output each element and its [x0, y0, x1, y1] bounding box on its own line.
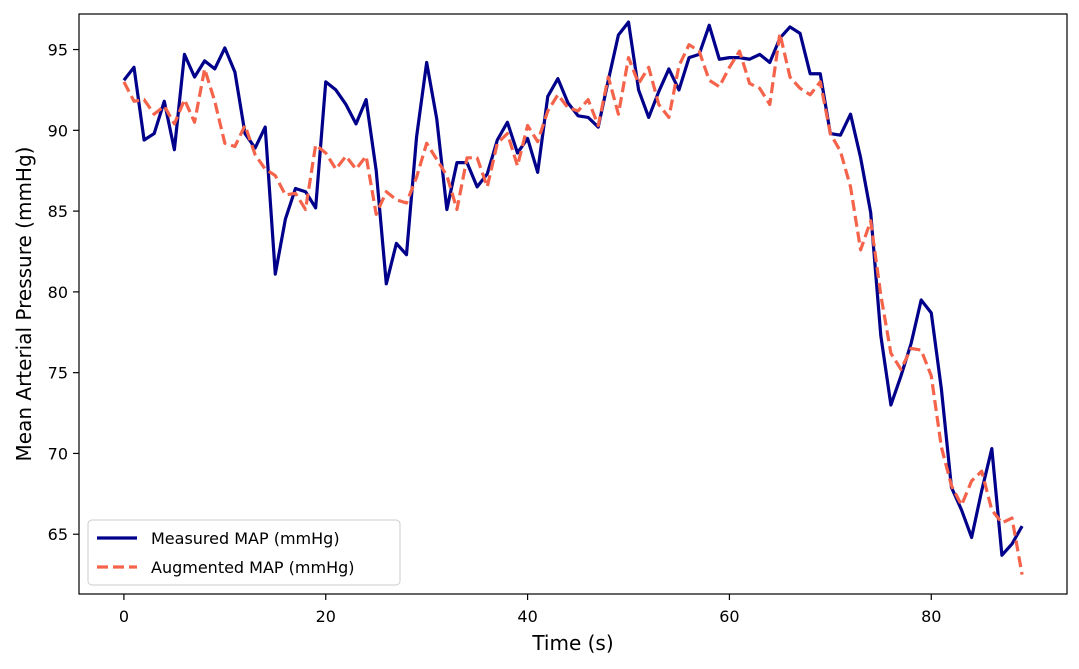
y-axis-ticks: 65 70 75 80 85 90 95 — [48, 41, 79, 544]
x-tick-label: 60 — [719, 607, 739, 626]
plot-frame — [78, 13, 1068, 595]
y-tick-label: 90 — [48, 121, 68, 140]
series-line-augmented — [122, 31, 1024, 575]
y-axis-label: Mean Arterial Pressure (mmHg) — [12, 147, 36, 462]
y-tick-label: 80 — [48, 283, 68, 302]
y-tick-label: 95 — [48, 41, 68, 60]
x-axis-ticks: 0 20 40 60 80 — [119, 594, 941, 626]
y-tick-label: 75 — [48, 364, 68, 383]
x-tick-label: 0 — [119, 607, 129, 626]
y-tick-label: 65 — [48, 525, 68, 544]
legend-label-measured: Measured MAP (mmHg) — [151, 529, 340, 548]
x-tick-label: 20 — [316, 607, 336, 626]
legend: Measured MAP (mmHg) Augmented MAP (mmHg) — [87, 519, 401, 586]
x-tick-label: 40 — [517, 607, 537, 626]
legend-label-augmented: Augmented MAP (mmHg) — [151, 558, 355, 577]
legend-box — [87, 519, 401, 586]
x-tick-label: 80 — [921, 607, 941, 626]
series-layer — [122, 20, 1024, 575]
x-axis-label: Time (s) — [531, 631, 613, 655]
y-tick-label: 85 — [48, 202, 68, 221]
y-tick-label: 70 — [48, 444, 68, 463]
